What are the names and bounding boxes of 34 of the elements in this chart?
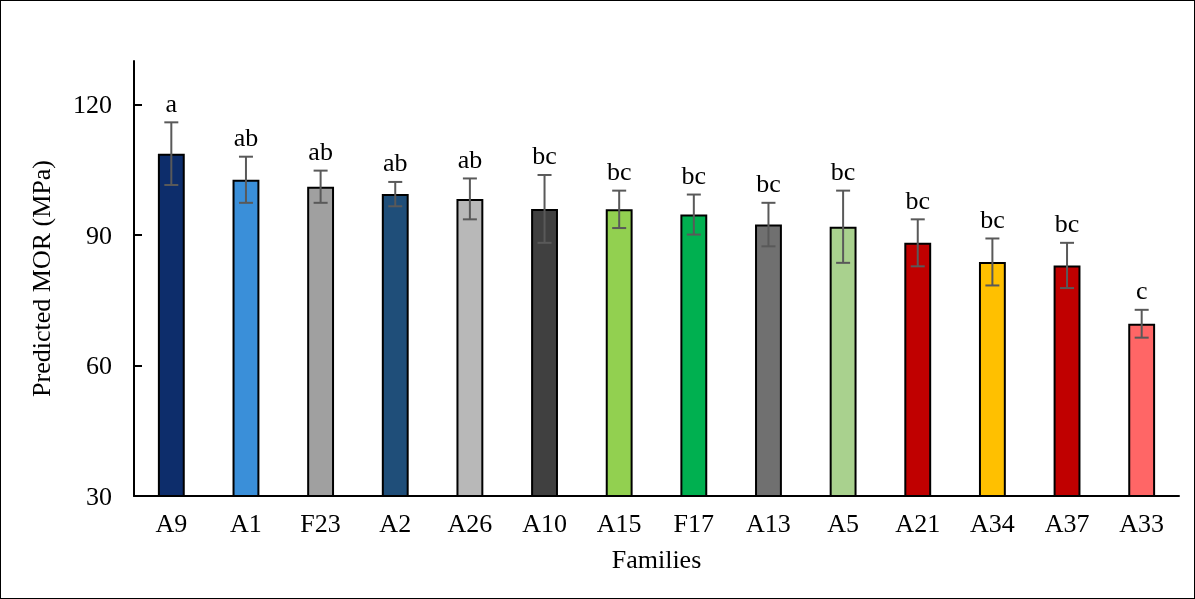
x-tick-label: A37 xyxy=(1044,508,1090,538)
x-tick-label: A15 xyxy=(596,508,642,538)
annotation: bc xyxy=(980,204,1005,234)
annotation: bc xyxy=(681,161,707,191)
x-tick-label: A2 xyxy=(379,508,412,538)
y-tick-label: 60 xyxy=(86,351,112,380)
x-tick-label: A21 xyxy=(895,508,941,538)
y-tick-label: 90 xyxy=(86,220,112,250)
x-tick-label: A13 xyxy=(746,508,791,538)
x-tick-label: A1 xyxy=(230,508,262,538)
x-tick-label: A33 xyxy=(1119,508,1165,538)
annotation: c xyxy=(1135,276,1148,306)
x-tick-label: F23 xyxy=(300,508,341,538)
x-tick-label: A9 xyxy=(155,508,188,538)
annotation: bc xyxy=(830,157,856,187)
annotation: bc xyxy=(606,157,632,187)
annotation: bc xyxy=(1054,209,1080,239)
annotation: ab xyxy=(457,144,483,174)
x-axis-title: Families xyxy=(611,544,702,574)
annotation: bc xyxy=(905,185,931,215)
annotation: ab xyxy=(382,148,408,178)
x-tick-label: F17 xyxy=(673,508,715,538)
x-tick-label: A10 xyxy=(522,508,567,538)
annotation: ab xyxy=(308,137,333,167)
x-tick-label: A26 xyxy=(447,508,493,538)
annotation: ab xyxy=(233,123,259,153)
y-tick-label: 30 xyxy=(86,481,112,511)
y-tick-label: 120 xyxy=(73,90,112,119)
y-axis-title: Predicted MOR (MPa) xyxy=(26,160,56,397)
annotation: bc xyxy=(532,141,557,171)
x-tick-label: A5 xyxy=(827,508,859,538)
annotation: bc xyxy=(756,169,781,199)
x-tick-label: A34 xyxy=(970,508,1015,538)
annotation: a xyxy=(165,88,178,118)
